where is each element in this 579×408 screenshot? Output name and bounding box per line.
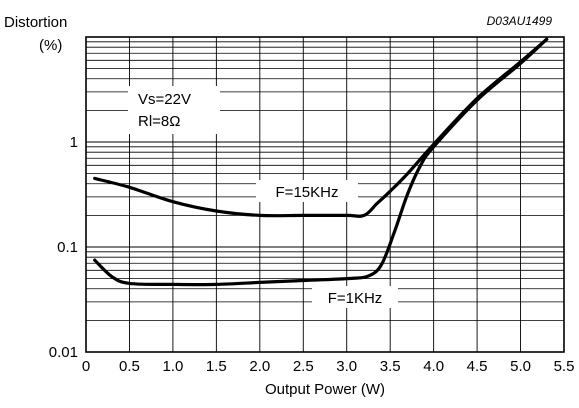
series-label-15khz: F=15KHz xyxy=(276,184,339,201)
x-tick-label: 3.5 xyxy=(380,358,401,375)
x-tick-label: 2.5 xyxy=(293,358,314,375)
x-tick-label: 1.5 xyxy=(206,358,227,375)
x-tick-label: 1.0 xyxy=(162,358,183,375)
condition-vs: Vs=22V xyxy=(138,91,191,108)
x-tick-label: 3.0 xyxy=(336,358,357,375)
x-tick-label: 0.5 xyxy=(119,358,140,375)
x-tick-label: 2.0 xyxy=(249,358,270,375)
x-tick-label: 4.0 xyxy=(423,358,444,375)
tick-labels: 0 0.5 1.0 1.5 2.0 2.5 3.0 3.5 4.0 4.5 5.0 5.5 0.01 0.… xyxy=(49,134,575,375)
y-axis-title: Distortion xyxy=(4,14,67,31)
x-tick-label: 5.0 xyxy=(510,358,531,375)
plot-frame xyxy=(85,36,565,353)
x-tick-label: 0 xyxy=(82,358,90,375)
conditions-box xyxy=(128,86,220,134)
condition-rl: Rl=8Ω xyxy=(138,113,180,130)
y-axis-unit: (%) xyxy=(39,37,62,54)
y-tick-label: 1 xyxy=(70,134,78,151)
y-tick-label: 0.01 xyxy=(49,344,78,361)
x-axis-title: Output Power (W) xyxy=(265,381,385,398)
series-1khz-line xyxy=(93,37,549,287)
label-bg-1khz xyxy=(312,286,398,308)
figure-code: D03AU1499 xyxy=(487,14,553,28)
x-tick-label: 4.5 xyxy=(467,358,488,375)
y-tick-label: 0.1 xyxy=(57,239,78,256)
series-lines xyxy=(93,37,549,287)
series-label-1khz: F=1KHz xyxy=(328,290,383,307)
label-bg-15khz xyxy=(256,180,358,202)
x-tick-label: 5.5 xyxy=(554,358,575,375)
